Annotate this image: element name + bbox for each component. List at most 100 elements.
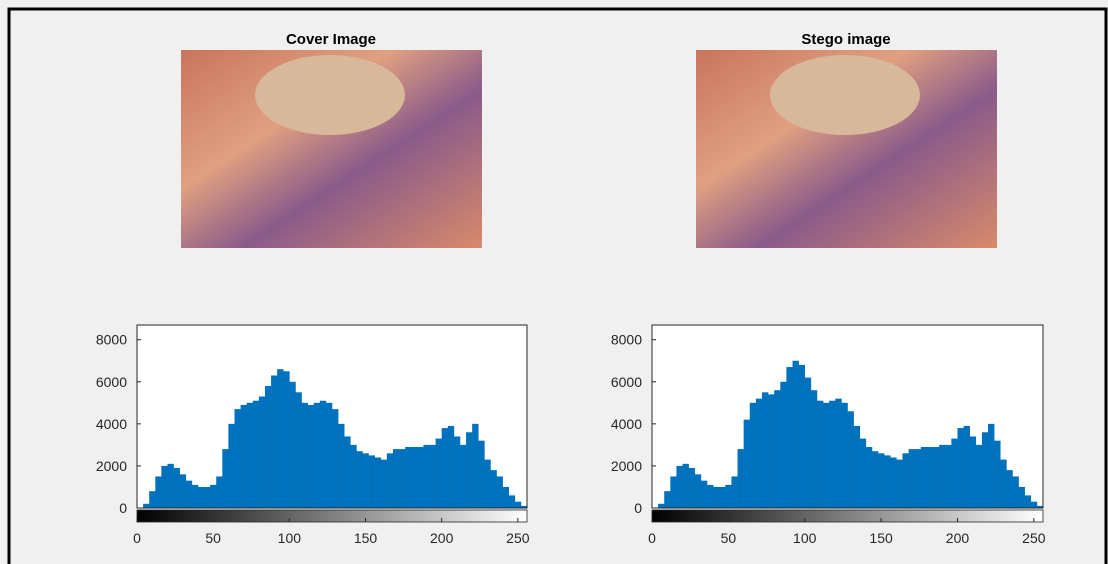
bar	[713, 487, 719, 508]
bar	[860, 439, 866, 508]
bar	[186, 481, 192, 508]
x-tick-label: 0	[133, 530, 141, 546]
bar	[484, 460, 490, 508]
bar	[664, 491, 670, 508]
bar	[356, 451, 362, 508]
bar	[1012, 476, 1018, 508]
bar	[460, 445, 466, 508]
bar	[497, 476, 503, 508]
bar	[509, 495, 515, 508]
bar	[210, 485, 216, 508]
bar	[344, 436, 350, 508]
bar	[695, 474, 701, 508]
bar	[503, 487, 509, 508]
bar	[676, 466, 682, 508]
bar	[442, 428, 448, 508]
bar	[670, 476, 676, 508]
bar	[265, 386, 271, 508]
bar	[738, 449, 744, 508]
bar	[515, 502, 521, 508]
bar	[854, 426, 860, 508]
figure-window: Cover Image Stego image 0200040006000800…	[0, 0, 1108, 564]
bar	[884, 455, 890, 508]
bar	[308, 405, 314, 508]
bar	[799, 365, 805, 508]
bar	[970, 436, 976, 508]
bar	[988, 424, 994, 508]
bar	[430, 445, 436, 508]
y-tick-label: 4000	[611, 416, 642, 432]
x-tick-label: 150	[869, 530, 893, 546]
bar	[326, 403, 332, 508]
bar	[222, 449, 228, 508]
bar	[841, 403, 847, 508]
bar	[719, 487, 725, 508]
bar	[235, 409, 241, 508]
bar	[314, 403, 320, 508]
bar	[149, 491, 155, 508]
colorbar	[137, 510, 527, 522]
bar	[793, 361, 799, 508]
y-tick-label: 6000	[611, 374, 642, 390]
bar	[436, 439, 442, 508]
bar	[823, 403, 829, 508]
bar	[982, 432, 988, 508]
x-tick-label: 200	[430, 530, 454, 546]
bar	[174, 468, 180, 508]
bar	[902, 453, 908, 508]
bar	[283, 371, 289, 508]
bar	[805, 378, 811, 508]
bar	[829, 401, 835, 508]
bar	[896, 460, 902, 508]
bar	[744, 420, 750, 508]
bar	[774, 390, 780, 508]
bar	[490, 470, 496, 508]
y-tick-label: 2000	[96, 458, 127, 474]
image-title: Cover Image	[286, 31, 376, 48]
bar	[1000, 460, 1006, 508]
bar	[362, 453, 368, 508]
bar	[155, 476, 161, 508]
x-tick-label: 250	[506, 530, 530, 546]
bar	[878, 453, 884, 508]
y-tick-label: 2000	[611, 458, 642, 474]
bar	[921, 447, 927, 508]
bar	[454, 436, 460, 508]
bar	[180, 474, 186, 508]
bar	[957, 428, 963, 508]
bar	[338, 424, 344, 508]
bar	[786, 367, 792, 508]
bar	[866, 447, 872, 508]
y-tick-label: 0	[119, 500, 127, 516]
x-tick-label: 150	[354, 530, 378, 546]
bar	[192, 485, 198, 508]
bar	[247, 403, 253, 508]
bar	[478, 441, 484, 508]
bar	[472, 424, 478, 508]
bar	[731, 476, 737, 508]
bar	[780, 382, 786, 508]
bar	[228, 424, 234, 508]
image-detail	[255, 55, 405, 135]
bar	[466, 432, 472, 508]
image-detail	[770, 55, 920, 135]
image-title: Stego image	[801, 31, 890, 48]
bar	[689, 468, 695, 508]
bar	[915, 449, 921, 508]
bar	[1019, 487, 1025, 508]
colorbar	[652, 510, 1043, 522]
bar	[277, 369, 283, 508]
bar	[658, 504, 664, 508]
bar	[204, 487, 210, 508]
bar	[890, 458, 896, 508]
x-tick-label: 250	[1022, 530, 1046, 546]
bar	[393, 449, 399, 508]
bar	[933, 447, 939, 508]
bar	[750, 403, 756, 508]
y-tick-label: 0	[634, 500, 642, 516]
bar	[945, 445, 951, 508]
y-tick-label: 8000	[96, 332, 127, 348]
bar	[143, 504, 149, 508]
bar	[295, 392, 301, 508]
bar	[241, 405, 247, 508]
